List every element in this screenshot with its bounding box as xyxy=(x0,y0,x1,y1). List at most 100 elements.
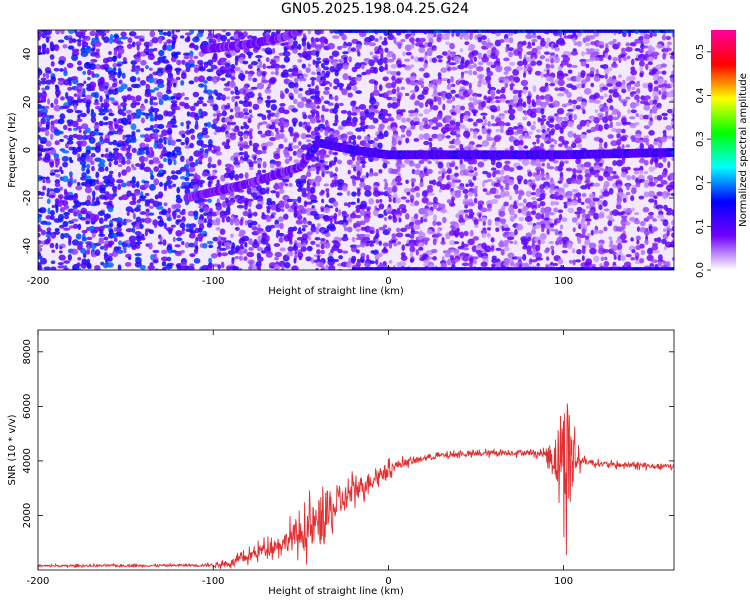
heatmap-cell xyxy=(346,159,353,166)
heatmap-cell xyxy=(133,190,141,196)
heatmap-cell xyxy=(601,86,609,91)
heatmap-cell xyxy=(259,187,267,195)
heatmap-cell xyxy=(315,131,320,136)
heatmap-cell xyxy=(297,196,302,204)
heatmap-cell xyxy=(639,72,644,78)
heatmap-cell xyxy=(225,31,231,37)
heatmap-cell xyxy=(63,35,70,41)
heatmap-cell xyxy=(343,202,348,207)
heatmap-cell xyxy=(58,130,64,135)
heatmap-cell xyxy=(530,229,537,235)
heatmap-cell xyxy=(450,89,456,94)
heatmap-cell xyxy=(270,99,277,103)
heatmap-cell xyxy=(486,203,492,209)
heatmap-cell xyxy=(627,85,631,92)
heatmap-cell xyxy=(493,182,501,187)
heatmap-cell xyxy=(625,166,631,171)
heatmap-cell xyxy=(288,81,296,89)
heatmap-cell xyxy=(547,138,556,143)
heatmap-cell xyxy=(262,63,266,70)
heatmap-cell xyxy=(619,136,628,142)
heatmap-cell xyxy=(81,229,88,234)
heatmap-cell xyxy=(411,168,416,175)
heatmap-cell xyxy=(247,118,252,124)
heatmap-cell xyxy=(333,136,339,143)
heatmap-cell xyxy=(581,247,586,255)
heatmap-cell xyxy=(71,239,79,246)
heatmap-cell xyxy=(166,216,172,222)
heatmap-cell xyxy=(117,164,123,168)
heatmap-cell xyxy=(133,83,141,89)
heatmap-cell xyxy=(580,101,587,108)
heatmap-cell xyxy=(45,178,51,184)
heatmap-cell xyxy=(526,97,532,105)
heatmap-cell xyxy=(305,139,312,143)
heatmap-cell xyxy=(143,41,151,47)
heatmap-cell xyxy=(217,37,221,43)
heatmap-cell xyxy=(442,103,446,111)
heatmap-cell xyxy=(378,65,385,73)
heatmap-cell xyxy=(189,253,196,258)
heatmap-cell xyxy=(459,231,465,239)
heatmap-cell xyxy=(400,227,408,233)
heatmap-cell xyxy=(364,60,370,65)
heatmap-cell xyxy=(104,30,110,34)
heatmap-cell xyxy=(338,102,344,107)
heatmap-cell xyxy=(335,207,339,213)
heatmap-cell xyxy=(621,158,626,165)
heatmap-cell xyxy=(139,264,146,270)
heatmap-cell xyxy=(135,101,141,106)
heatmap-cell xyxy=(135,41,142,47)
heatmap-cell xyxy=(561,120,569,128)
heatmap-cell xyxy=(490,108,498,113)
heatmap-cell xyxy=(652,109,658,114)
heatmap-cell xyxy=(67,30,75,34)
heatmap-cell xyxy=(486,70,494,77)
heatmap-cell xyxy=(625,191,631,196)
heatmap-cell xyxy=(477,135,483,140)
heatmap-cell xyxy=(377,126,383,133)
heatmap-cell xyxy=(93,102,100,106)
heatmap-cell xyxy=(40,77,47,82)
heatmap-cell xyxy=(185,120,191,126)
heatmap-cell xyxy=(105,147,109,153)
heatmap-cell xyxy=(120,31,127,37)
heatmap-cell xyxy=(590,229,594,236)
heatmap-cell xyxy=(73,179,77,184)
heatmap-cell xyxy=(625,212,631,216)
heatmap-cell xyxy=(279,222,284,230)
heatmap-cell xyxy=(208,257,213,264)
heatmap-cell xyxy=(361,163,366,169)
heatmap-cell xyxy=(126,190,132,198)
heatmap-cell xyxy=(373,85,378,91)
heatmap-cell xyxy=(311,80,315,87)
heatmap-cell xyxy=(445,92,453,100)
heatmap-cell xyxy=(666,192,671,196)
heatmap-cell xyxy=(116,249,124,254)
heatmap-cell xyxy=(90,160,95,165)
heatmap-cell xyxy=(364,124,370,130)
heatmap-cell xyxy=(315,50,320,58)
heatmap-cell xyxy=(320,95,324,101)
heatmap-cell xyxy=(305,256,312,262)
heatmap-cell xyxy=(208,95,214,101)
heatmap-cell xyxy=(508,167,515,172)
heatmap-cell xyxy=(309,167,316,172)
heatmap-cell xyxy=(216,145,221,153)
heatmap-cell xyxy=(395,232,404,238)
heatmap-cell xyxy=(566,91,572,98)
heatmap-cell xyxy=(481,101,487,108)
heatmap-cell xyxy=(544,51,550,55)
heatmap-cell xyxy=(288,156,293,162)
heatmap-cell xyxy=(504,83,509,88)
heatmap-cell xyxy=(382,224,388,229)
heatmap-cell xyxy=(198,75,205,83)
heatmap-cell xyxy=(40,140,47,145)
heatmap-cell xyxy=(111,251,119,257)
heatmap-cell xyxy=(137,77,141,82)
heatmap-cell xyxy=(343,226,348,232)
heatmap-cell xyxy=(116,227,122,233)
heatmap-cell xyxy=(108,182,115,187)
heatmap-cell xyxy=(176,186,181,194)
heatmap-cell xyxy=(274,256,280,261)
